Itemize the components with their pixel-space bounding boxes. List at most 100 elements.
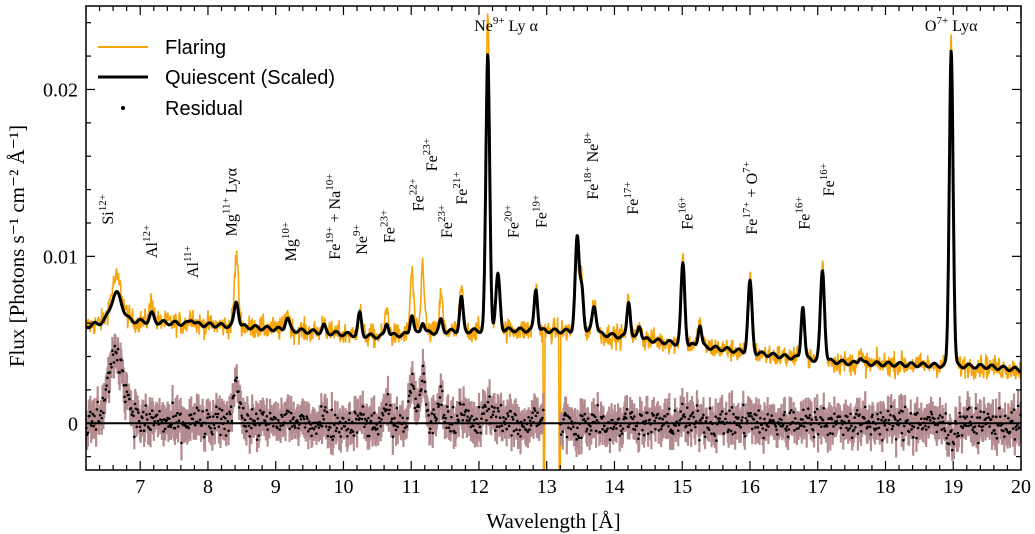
residual-point bbox=[997, 424, 1000, 427]
residual-point bbox=[777, 422, 781, 426]
residual-point bbox=[363, 425, 366, 429]
residual-point bbox=[560, 421, 564, 425]
residual-point bbox=[498, 425, 501, 428]
residual-point bbox=[289, 420, 292, 423]
residual-point bbox=[413, 406, 417, 410]
residual-point bbox=[900, 431, 904, 435]
residual-point bbox=[825, 424, 829, 428]
residual-point bbox=[316, 423, 320, 426]
residual-point bbox=[265, 414, 269, 418]
residual-point bbox=[858, 413, 861, 416]
residual-point bbox=[222, 415, 226, 419]
residual-point bbox=[643, 422, 647, 426]
line-label-fe18ne8: Fe18+ Ne8+ bbox=[582, 132, 602, 200]
residual-point bbox=[667, 424, 670, 428]
residual-point bbox=[659, 416, 662, 420]
residual-point bbox=[514, 413, 517, 417]
residual-point bbox=[144, 404, 147, 407]
residual-point bbox=[173, 426, 177, 430]
residual-point bbox=[162, 430, 165, 433]
residual-point bbox=[137, 419, 141, 423]
line-label-al12: Al12+ bbox=[141, 225, 161, 258]
residual-point bbox=[215, 415, 219, 419]
residual-point bbox=[941, 416, 944, 419]
residual-point bbox=[346, 435, 349, 438]
residual-point bbox=[234, 379, 238, 383]
residual-point bbox=[915, 411, 919, 415]
residual-point bbox=[390, 417, 394, 421]
residual-point bbox=[198, 421, 201, 425]
residual-point bbox=[942, 427, 946, 430]
residual-point bbox=[699, 418, 703, 421]
residual-point bbox=[451, 405, 455, 409]
residual-point bbox=[99, 409, 103, 413]
residual-point bbox=[595, 418, 599, 422]
residual-point bbox=[629, 415, 633, 419]
residual-point bbox=[620, 432, 624, 435]
residual-point bbox=[925, 418, 929, 421]
residual-point bbox=[454, 421, 458, 425]
residual-point bbox=[572, 425, 575, 429]
residual-point bbox=[157, 423, 160, 426]
residual-point bbox=[952, 442, 956, 446]
line-label-fe20: Fe20+ bbox=[502, 205, 522, 238]
residual-point bbox=[723, 422, 726, 426]
residual-point bbox=[211, 415, 215, 418]
residual-point bbox=[180, 441, 183, 445]
residual-point bbox=[781, 423, 785, 427]
residual-point bbox=[262, 410, 265, 414]
residual-point bbox=[445, 426, 448, 430]
residual-point bbox=[656, 412, 660, 416]
residual-point bbox=[775, 428, 778, 432]
residual-point bbox=[694, 425, 697, 429]
residual-point bbox=[150, 409, 154, 412]
residual-point bbox=[687, 417, 691, 421]
residual-point bbox=[143, 423, 147, 427]
residual-point bbox=[231, 396, 234, 400]
residual-point bbox=[889, 413, 892, 417]
residual-point bbox=[365, 419, 369, 423]
residual-point bbox=[203, 432, 207, 436]
residual-point bbox=[991, 415, 995, 418]
residual-point bbox=[346, 427, 350, 431]
residual-point bbox=[854, 412, 858, 416]
residual-point bbox=[692, 415, 695, 419]
plot-frame bbox=[85, 5, 1022, 471]
residual-point bbox=[485, 409, 489, 413]
residual-point bbox=[412, 387, 416, 390]
residual-point bbox=[367, 416, 370, 420]
residual-point bbox=[510, 434, 513, 437]
residual-point bbox=[500, 424, 504, 428]
residual-point bbox=[611, 418, 614, 422]
residual-point bbox=[811, 428, 815, 432]
residual-point bbox=[772, 418, 775, 422]
residual-point bbox=[947, 442, 951, 446]
residual-point bbox=[742, 431, 746, 435]
residual-point bbox=[289, 411, 293, 415]
residual-point bbox=[501, 429, 504, 433]
residual-point bbox=[728, 421, 732, 424]
residual-point bbox=[832, 425, 835, 428]
residual-point bbox=[759, 416, 762, 420]
residual-point bbox=[849, 412, 852, 416]
residual-point bbox=[224, 434, 228, 437]
residual-point bbox=[619, 424, 622, 428]
residual-point bbox=[336, 416, 339, 420]
residual-point bbox=[541, 416, 544, 420]
residual-point bbox=[789, 422, 792, 426]
residual-point bbox=[665, 420, 669, 424]
residual-point bbox=[141, 416, 144, 420]
residual-point bbox=[990, 431, 994, 435]
residual-point bbox=[738, 422, 742, 425]
residual-point bbox=[299, 417, 303, 421]
residual-point bbox=[247, 424, 251, 428]
residual-point bbox=[442, 413, 446, 417]
residual-point bbox=[816, 432, 820, 436]
residual-point bbox=[254, 423, 257, 427]
residual-point bbox=[580, 436, 583, 440]
residual-point bbox=[886, 409, 890, 413]
residual-point bbox=[939, 421, 943, 424]
residual-point bbox=[267, 422, 271, 425]
residual-point bbox=[502, 416, 505, 419]
plot-area bbox=[85, 13, 1022, 471]
